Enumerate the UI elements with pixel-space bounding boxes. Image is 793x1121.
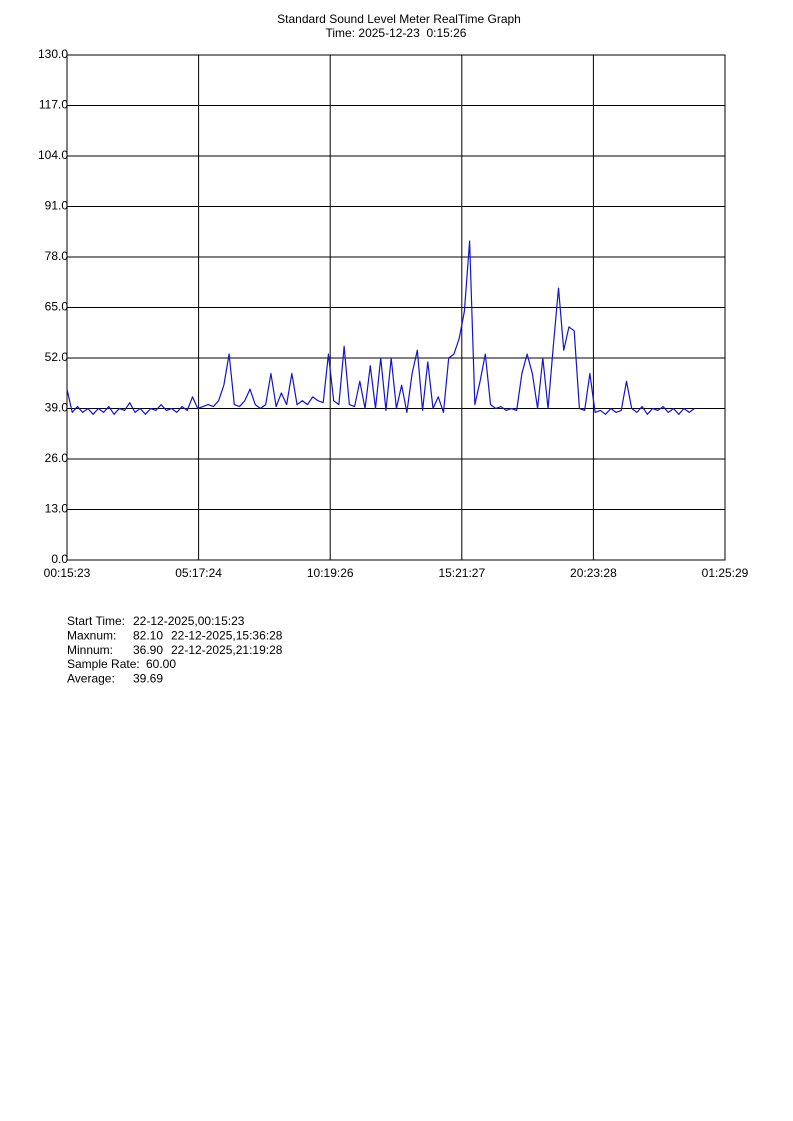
y-tick-label: 39.0 [45,401,69,415]
y-tick-label: 0.0 [51,552,68,566]
stat-value: 22-12-2025,00:15:23 [133,614,245,628]
stat-value: 60.00 [146,657,176,671]
x-tick-label: 05:17:24 [175,566,222,580]
y-tick-label: 91.0 [45,199,69,213]
stat-label: Maxnum: [67,628,116,642]
stat-label: Minnum: [67,643,113,657]
y-tick-label: 78.0 [45,249,69,263]
y-tick-label: 26.0 [45,451,69,465]
y-tick-label: 65.0 [45,300,69,314]
x-tick-label: 00:15:23 [44,566,91,580]
y-tick-label: 52.0 [45,350,69,364]
stat-time: 22-12-2025,15:36:28 [171,628,283,642]
x-tick-label: 15:21:27 [438,566,485,580]
x-tick-label: 20:23:28 [570,566,617,580]
chart-title: Standard Sound Level Meter RealTime Grap… [277,12,521,26]
y-tick-label: 13.0 [45,502,69,516]
stat-label: Average: [67,671,115,685]
x-tick-label: 10:19:26 [307,566,354,580]
y-tick-label: 117.0 [39,98,68,112]
stat-label: Start Time: [67,614,125,628]
stat-time: 22-12-2025,21:19:28 [171,643,283,657]
y-tick-label: 130.0 [38,47,68,61]
stat-label: Sample Rate: [67,657,140,671]
stat-value: 39.69 [133,671,163,685]
x-tick-label: 01:25:29 [702,566,749,580]
data-line [66,240,695,415]
chart-subtitle: Time: 2025-12-23 0:15:26 [326,26,467,40]
y-tick-label: 104.0 [38,148,68,162]
stat-value: 36.90 [133,643,163,657]
stat-value: 82.10 [133,628,163,642]
